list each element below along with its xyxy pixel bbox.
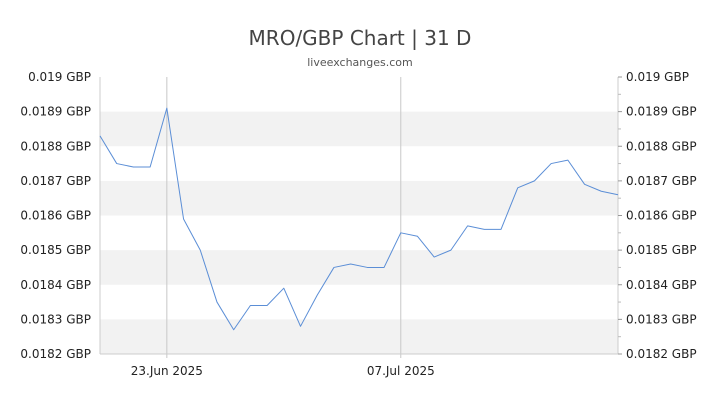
y-tick-label-left: 0.0188 GBP <box>20 139 91 153</box>
y-tick-label-left: 0.0189 GBP <box>20 105 91 119</box>
y-tick-label-right: 0.0186 GBP <box>626 209 697 223</box>
grid-bands <box>100 111 618 354</box>
grid-band <box>100 250 618 285</box>
x-axis: 23.Jun 2025 07.Jul 2025 <box>131 364 435 378</box>
x-tick-label: 07.Jul 2025 <box>367 364 435 378</box>
y-tick-label-left: 0.0184 GBP <box>20 278 91 292</box>
y-tick-label-right: 0.0188 GBP <box>626 139 697 153</box>
y-tick-label-right: 0.0184 GBP <box>626 278 697 292</box>
chart-subtitle: liveexchanges.com <box>307 56 413 69</box>
y-tick-label-left: 0.0187 GBP <box>20 174 91 188</box>
chart-title: MRO/GBP Chart | 31 D <box>248 26 472 50</box>
y-tick-label-right: 0.0183 GBP <box>626 312 697 326</box>
x-tick-label: 23.Jun 2025 <box>131 364 203 378</box>
series-line <box>99 107 619 331</box>
series-line-group <box>99 107 619 331</box>
grid-band <box>100 111 618 147</box>
y-tick-label-left: 0.0185 GBP <box>20 243 91 257</box>
y-tick-label-right: 0.0187 GBP <box>626 174 697 188</box>
grid-band <box>100 319 618 354</box>
y-tick-label-left: 0.019 GBP <box>28 70 91 84</box>
y-tick-label-left: 0.0182 GBP <box>20 347 91 361</box>
y-tick-label-left: 0.0186 GBP <box>20 209 91 223</box>
y-tick-label-right: 0.019 GBP <box>626 70 689 84</box>
y-tick-label-right: 0.0185 GBP <box>626 243 697 257</box>
y-tick-label-left: 0.0183 GBP <box>20 312 91 326</box>
y-axis-left: 0.019 GBP 0.0189 GBP 0.0188 GBP 0.0187 GBP 0… <box>20 70 91 361</box>
y-tick-label-right: 0.0182 GBP <box>626 347 697 361</box>
y-axis-right: 0.019 GBP 0.0189 GBP 0.0188 GBP 0.0187 GBP 0… <box>618 70 697 361</box>
vertical-gridlines <box>166 77 402 358</box>
grid-band <box>100 180 618 216</box>
y-tick-label-right: 0.0189 GBP <box>626 105 697 119</box>
